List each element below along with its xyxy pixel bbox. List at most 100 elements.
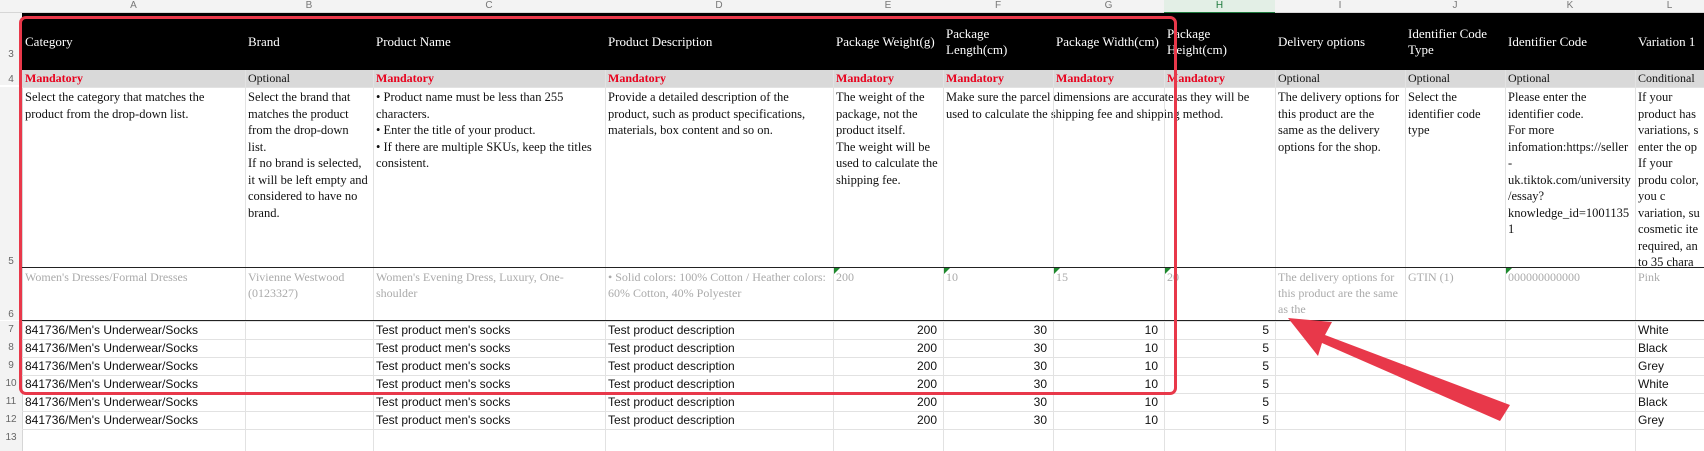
cell-delivery[interactable] xyxy=(1275,339,1405,357)
cell-length[interactable]: 30 xyxy=(1033,413,1047,427)
cell-category[interactable]: 841736/Men's Underwear/Socks xyxy=(25,395,199,409)
example-product-name[interactable]: Women's Evening Dress, Luxury, One-shoul… xyxy=(376,270,564,300)
cell-width[interactable]: 10 xyxy=(1144,395,1158,409)
cell-id-code[interactable] xyxy=(1505,375,1635,393)
cell-height[interactable]: 5 xyxy=(1262,377,1269,391)
requirement-length[interactable]: Mandatory xyxy=(943,70,1053,87)
column-header-g[interactable]: G xyxy=(1053,0,1164,13)
requirement-height[interactable]: Mandatory xyxy=(1164,70,1275,87)
requirement-delivery[interactable]: Optional xyxy=(1275,70,1405,87)
cell-product-name[interactable]: Test product men's socks xyxy=(376,341,511,355)
cell-category[interactable]: 841736/Men's Underwear/Socks xyxy=(25,377,199,391)
requirement-weight[interactable]: Mandatory xyxy=(833,70,943,87)
description-delivery-options[interactable]: The delivery options for this product ar… xyxy=(1278,90,1403,154)
header-brand[interactable]: Brand xyxy=(245,13,373,70)
cell-weight[interactable]: 200 xyxy=(916,377,937,391)
example-height[interactable]: 20 xyxy=(1167,270,1179,284)
cell-description[interactable]: Test product description xyxy=(608,323,735,337)
comment-indicator-icon[interactable] xyxy=(1506,268,1512,274)
comment-indicator-icon[interactable] xyxy=(1165,268,1171,274)
example-id-type[interactable]: GTIN (1) xyxy=(1408,270,1454,284)
row-header-13[interactable]: 13 xyxy=(0,429,23,451)
row-header-10[interactable]: 10 xyxy=(0,375,23,393)
cell-brand[interactable] xyxy=(245,339,373,357)
cell-variation[interactable]: Black xyxy=(1638,341,1668,355)
cell-id-type[interactable] xyxy=(1405,375,1505,393)
header-variation[interactable]: Variation 1 xyxy=(1635,13,1704,70)
cell-brand[interactable] xyxy=(245,357,373,375)
cell-length[interactable]: 30 xyxy=(1033,341,1047,355)
requirement-id-code[interactable]: Optional xyxy=(1505,70,1635,87)
example-id-code[interactable]: 000000000000 xyxy=(1508,270,1580,284)
cell-height[interactable]: 5 xyxy=(1262,395,1269,409)
example-brand[interactable]: Vivienne Westwood (0123327) xyxy=(248,270,345,300)
row-header-11[interactable]: 11 xyxy=(0,393,23,411)
cell-brand[interactable] xyxy=(245,321,373,339)
header-category[interactable]: Category xyxy=(22,13,245,70)
cell-height[interactable]: 5 xyxy=(1262,359,1269,373)
cell-brand[interactable] xyxy=(245,393,373,411)
cell-id-type[interactable] xyxy=(1405,357,1505,375)
header-width[interactable]: Package Width(cm) xyxy=(1053,13,1164,70)
cell-product-name[interactable]: Test product men's socks xyxy=(376,413,511,427)
description-category[interactable]: Select the category that matches the pro… xyxy=(25,90,208,121)
description-identifier-code-type[interactable]: Select the identifier code type xyxy=(1408,90,1484,137)
header-height[interactable]: Package Height(cm) xyxy=(1164,13,1275,70)
header-id-type[interactable]: Identifier Code Type xyxy=(1405,13,1505,70)
column-header-c[interactable]: C xyxy=(373,0,605,13)
header-product-name[interactable]: Product Name xyxy=(373,13,605,70)
cell-id-code[interactable] xyxy=(1505,339,1635,357)
header-weight[interactable]: Package Weight(g) xyxy=(833,13,943,70)
example-category[interactable]: Women's Dresses/Formal Dresses xyxy=(25,270,188,284)
cell-height[interactable]: 5 xyxy=(1262,413,1269,427)
description-variation-1[interactable]: If your product has variations, s enter … xyxy=(1638,90,1700,267)
comment-indicator-icon[interactable] xyxy=(1054,268,1060,274)
cell-width[interactable]: 10 xyxy=(1144,341,1158,355)
cell-variation[interactable]: Grey xyxy=(1638,359,1665,373)
cell-category[interactable]: 841736/Men's Underwear/Socks xyxy=(25,413,199,427)
comment-indicator-icon[interactable] xyxy=(834,268,840,274)
example-variation[interactable]: Pink xyxy=(1638,270,1661,284)
header-length[interactable]: Package Length(cm) xyxy=(943,13,1053,70)
cell-id-type[interactable] xyxy=(1405,339,1505,357)
cell-length[interactable]: 30 xyxy=(1033,377,1047,391)
header-description[interactable]: Product Description xyxy=(605,13,833,70)
cell-description[interactable]: Test product description xyxy=(608,413,735,427)
row-header-7[interactable]: 7 xyxy=(0,321,23,339)
cell-delivery[interactable] xyxy=(1275,375,1405,393)
row-header-6[interactable]: 6 xyxy=(0,267,23,320)
requirement-category[interactable]: Mandatory xyxy=(22,70,245,87)
cell-delivery[interactable] xyxy=(1275,393,1405,411)
column-header-f[interactable]: F xyxy=(943,0,1053,13)
cell-id-type[interactable] xyxy=(1405,411,1505,429)
requirement-description[interactable]: Mandatory xyxy=(605,70,833,87)
cell-height[interactable]: 5 xyxy=(1262,323,1269,337)
comment-indicator-icon[interactable] xyxy=(944,268,950,274)
description-product-name[interactable]: • Product name must be less than 255 cha… xyxy=(376,90,592,170)
row-header-12[interactable]: 12 xyxy=(0,411,23,429)
cell-product-name[interactable]: Test product men's socks xyxy=(376,377,511,391)
row-header-8[interactable]: 8 xyxy=(0,339,23,357)
cell-length[interactable]: 30 xyxy=(1033,359,1047,373)
requirement-width[interactable]: Mandatory xyxy=(1053,70,1164,87)
cell-brand[interactable] xyxy=(245,411,373,429)
cell-variation[interactable]: Grey xyxy=(1638,413,1665,427)
cell-width[interactable]: 10 xyxy=(1144,323,1158,337)
column-header-j[interactable]: J xyxy=(1405,0,1505,13)
example-length[interactable]: 10 xyxy=(946,270,958,284)
cell-weight[interactable]: 200 xyxy=(916,359,937,373)
header-delivery[interactable]: Delivery options xyxy=(1275,13,1405,70)
column-header-h[interactable]: H xyxy=(1164,0,1275,14)
description-brand[interactable]: Select the brand that matches the produc… xyxy=(248,90,368,220)
cell-id-code[interactable] xyxy=(1505,321,1635,339)
cell-weight[interactable]: 200 xyxy=(916,323,937,337)
cell-height[interactable]: 5 xyxy=(1262,341,1269,355)
column-header-i[interactable]: I xyxy=(1275,0,1405,13)
cell-id-code[interactable] xyxy=(1505,357,1635,375)
cell-category[interactable]: 841736/Men's Underwear/Socks xyxy=(25,359,199,373)
requirement-variation[interactable]: Conditional xyxy=(1635,70,1704,87)
cell-product-name[interactable]: Test product men's socks xyxy=(376,395,511,409)
requirement-id-type[interactable]: Optional xyxy=(1405,70,1505,87)
description-package-weight[interactable]: The weight of the package, not the produ… xyxy=(836,90,938,187)
